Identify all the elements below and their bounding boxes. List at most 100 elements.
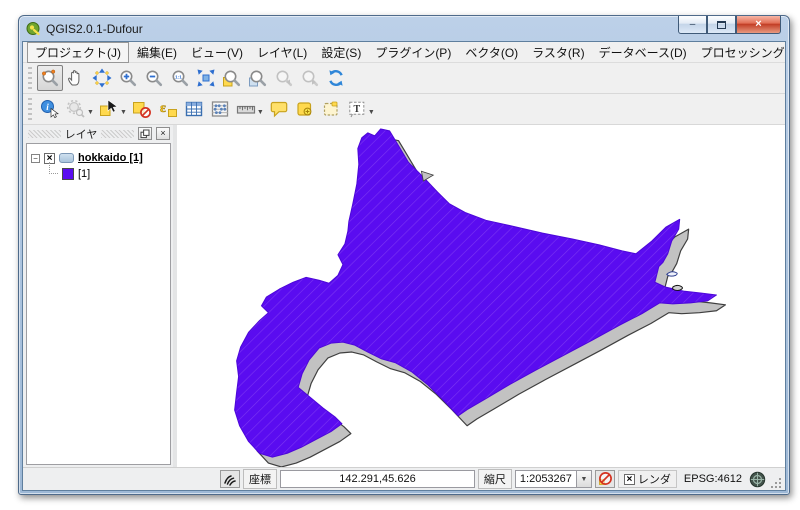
pan-map-button[interactable] (63, 65, 89, 91)
stop-rendering-icon (598, 472, 612, 485)
menu-item-vector[interactable]: ベクタ(O) (465, 45, 519, 60)
field-calculator-button[interactable] (207, 96, 233, 122)
open-attribute-table-button[interactable] (181, 96, 207, 122)
text-annotation-icon: T (349, 101, 365, 118)
toolbar-grip[interactable] (28, 98, 32, 120)
zoom-in-button[interactable] (115, 65, 141, 91)
pan-to-selection-button[interactable] (89, 65, 115, 91)
toolbar-map-navigation: 1:1 (23, 63, 785, 94)
svg-text:ε: ε (160, 101, 166, 116)
svg-text:i: i (46, 102, 49, 112)
layer-name[interactable]: hokkaido [1] (78, 152, 143, 164)
stop-rendering-button[interactable] (594, 470, 615, 488)
run-feature-action-button[interactable] (63, 96, 89, 122)
panel-close-button[interactable]: × (156, 127, 171, 140)
zoom-out-button[interactable] (141, 65, 167, 91)
zoom-to-selection-icon (223, 68, 242, 87)
render-label: レンダ (637, 474, 671, 486)
close-button[interactable]: × (736, 16, 781, 34)
zoom-last-button[interactable] (271, 65, 297, 91)
show-bookmarks-button[interactable] (318, 96, 344, 122)
layer-row-hokkaido[interactable]: − × hokkaido [1] (31, 150, 168, 166)
menu-item-processing[interactable]: プロセッシング (700, 45, 785, 60)
select-features-dropdown[interactable]: ▼ (119, 108, 127, 116)
zoom-next-button[interactable] (297, 65, 323, 91)
text-annotation-button[interactable]: T (344, 96, 370, 122)
menu-item-database[interactable]: データベース(D) (598, 45, 687, 60)
scale-dropdown-button[interactable]: ▼ (576, 470, 592, 488)
refresh-map-button[interactable] (323, 65, 349, 91)
menu-item-settings[interactable]: 設定(S) (321, 45, 362, 60)
panel-grip-texture[interactable] (101, 129, 135, 138)
maximize-button[interactable] (707, 16, 736, 34)
zoom-native-button[interactable]: 1:1 (167, 65, 193, 91)
islet-north (666, 271, 678, 277)
deselect-features-button[interactable] (129, 96, 155, 122)
zoom-last-icon (274, 68, 294, 88)
collapse-toggle[interactable]: − (31, 153, 40, 163)
feature-action-dropdown[interactable]: ▼ (87, 108, 94, 116)
layer-symbol-row[interactable]: [1] (31, 162, 168, 182)
crs-status-button[interactable] (749, 471, 766, 488)
deselect-features-icon (132, 102, 151, 118)
zoom-next-icon (300, 68, 320, 88)
layers-panel-header: レイヤ × (23, 125, 173, 142)
coordinate-input[interactable] (280, 470, 475, 488)
zoom-full-icon (197, 69, 215, 87)
toolbar-attributes: i ▼ ▼ (23, 94, 785, 125)
render-checkbox[interactable]: × (623, 473, 635, 485)
zoom-full-button[interactable] (193, 65, 219, 91)
refresh-icon (329, 69, 343, 87)
float-icon (140, 129, 150, 138)
status-bar: 座標 縮尺 ▼ × レンダ EPSG:4612 (23, 467, 785, 490)
text-annotation-dropdown[interactable]: ▼ (367, 108, 375, 116)
panel-grip-texture[interactable] (28, 129, 61, 138)
panel-splitter[interactable] (173, 125, 177, 467)
window-title: QGIS2.0.1-Dufour (46, 21, 143, 36)
extent-tracking-button[interactable] (220, 470, 240, 488)
panel-close-icon: × (160, 128, 166, 138)
field-calculator-icon (211, 101, 229, 117)
crs-globe-icon (749, 471, 766, 487)
menu-item-raster[interactable]: ラスタ(R) (532, 45, 585, 60)
zoom-native-icon: 1:1 (170, 68, 190, 88)
zoom-to-layer-button[interactable] (245, 65, 271, 91)
mouse-position-icon (224, 475, 236, 486)
select-features-button[interactable] (96, 96, 122, 122)
menu-item-edit[interactable]: 編集(E) (137, 45, 177, 60)
measure-ruler-icon (236, 105, 255, 114)
show-bookmarks-icon (323, 101, 338, 116)
touch-zoom-button[interactable] (37, 65, 63, 91)
zoom-to-layer-icon (249, 68, 268, 87)
measure-button[interactable] (233, 96, 259, 122)
map-canvas[interactable] (177, 125, 785, 467)
window-resize-grip[interactable] (769, 476, 783, 490)
minimize-button[interactable]: – (678, 16, 707, 34)
menu-item-layer[interactable]: レイヤ(L) (257, 45, 308, 60)
menu-item-view[interactable]: ビュー(V) (191, 45, 243, 60)
render-toggle[interactable]: × レンダ (617, 470, 677, 488)
layer-tree: − × hokkaido [1] [1] (26, 143, 171, 465)
panel-float-button[interactable] (138, 127, 153, 140)
menu-item-plugins[interactable]: プラグイン(P) (375, 45, 452, 60)
zoom-to-selection-button[interactable] (219, 65, 245, 91)
window-titlebar[interactable]: QGIS2.0.1-Dufour (19, 16, 789, 41)
symbol-swatch (62, 168, 74, 180)
menu-item-project[interactable]: プロジェクト(J) (27, 42, 129, 63)
layers-panel-title: レイヤ (64, 128, 98, 141)
minimize-icon: – (689, 18, 696, 30)
qgis-window: QGIS2.0.1-Dufour – × プロジェクト(J) 編集(E) ビュー… (18, 15, 790, 495)
toolbar-grip[interactable] (28, 67, 32, 89)
tree-connector (49, 162, 58, 174)
scale-input[interactable] (514, 470, 577, 488)
new-bookmark-icon (297, 102, 312, 116)
maximize-icon (717, 20, 726, 29)
select-by-expression-button[interactable]: ε (155, 96, 181, 122)
map-render (234, 128, 726, 467)
identify-features-button[interactable]: i (37, 96, 63, 122)
attribute-table-icon (185, 101, 203, 117)
svg-text:T: T (353, 104, 360, 115)
new-bookmark-button[interactable] (292, 96, 318, 122)
map-tips-button[interactable] (266, 96, 292, 122)
measure-dropdown[interactable]: ▼ (256, 108, 264, 116)
